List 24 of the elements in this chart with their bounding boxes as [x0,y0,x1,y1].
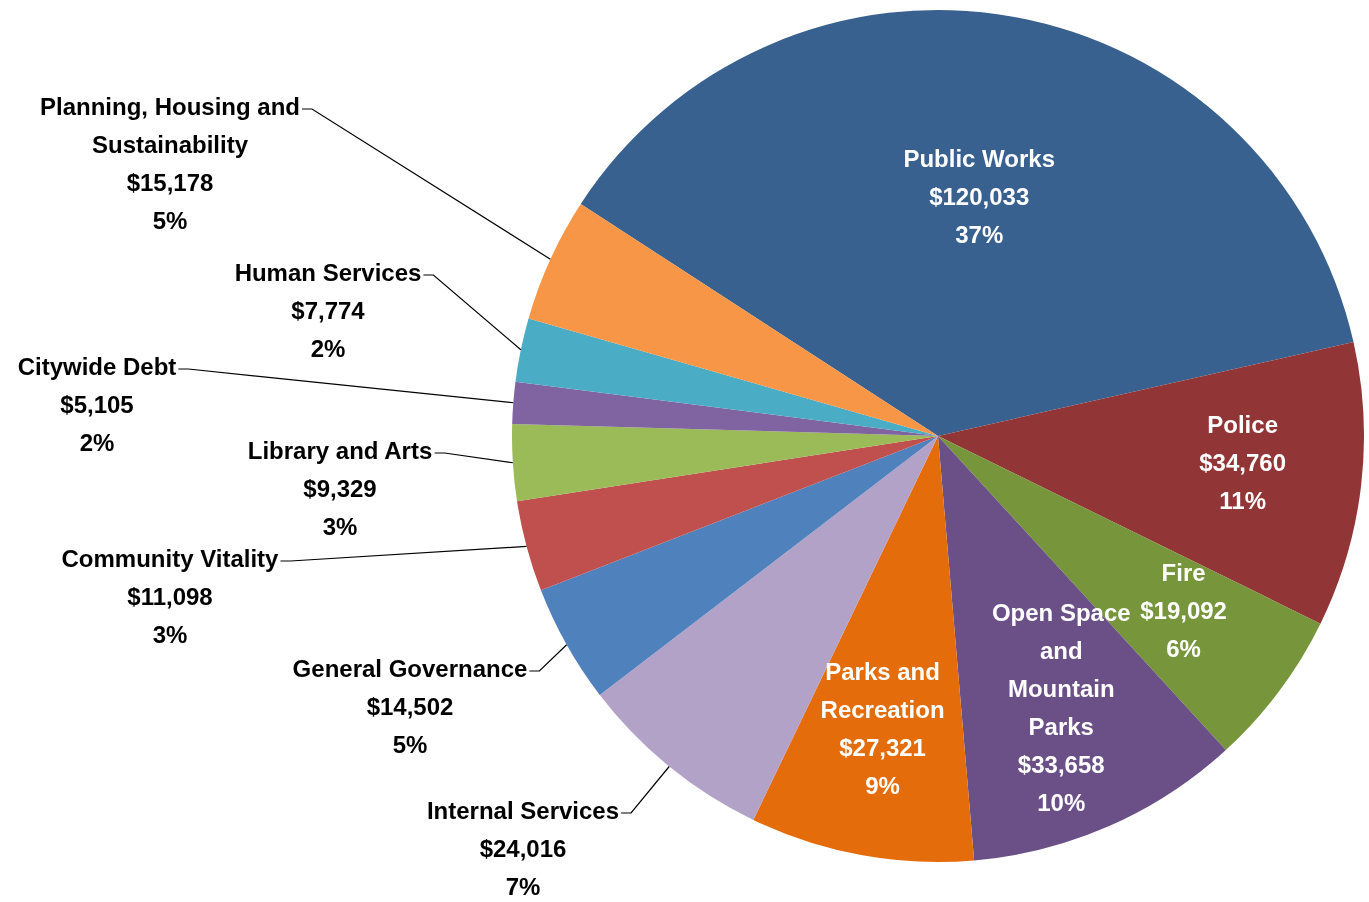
slice-label: Parks and Recreation [820,658,945,724]
data-label: $15,178 5% [126,168,214,234]
slice-label: Public Works [903,144,1055,172]
slice-label: General Governance [292,654,528,682]
data-label: $24,016 7% [479,834,567,900]
data-label: $7,774 2% [291,296,366,362]
data-label: $120,033 37% [929,182,1030,248]
slice-label: Library and Arts [247,436,433,464]
data-label: $33,658 10% [1017,751,1105,817]
slice-label: Planning, Housing and Sustainability [40,92,300,158]
data-label: $34,760 11% [1199,449,1287,515]
slice-label: Citywide Debt [17,352,177,380]
data-label: $9,329 3% [303,474,377,540]
slice-label: Human Services [234,258,422,286]
slice-label: Community Vitality [61,544,280,572]
slice-label: Open Space and Mountain Parks [991,599,1131,741]
data-label: $5,105 2% [60,390,134,456]
data-label: $11,098 3% [127,582,213,648]
slice-label: Police [1207,411,1278,439]
data-label: $14,502 5% [366,692,454,758]
data-label: $27,321 9% [839,734,926,800]
slice-label: Fire [1161,559,1206,587]
data-label: $19,092 6% [1140,597,1227,663]
slice-label: Internal Services [426,796,620,824]
